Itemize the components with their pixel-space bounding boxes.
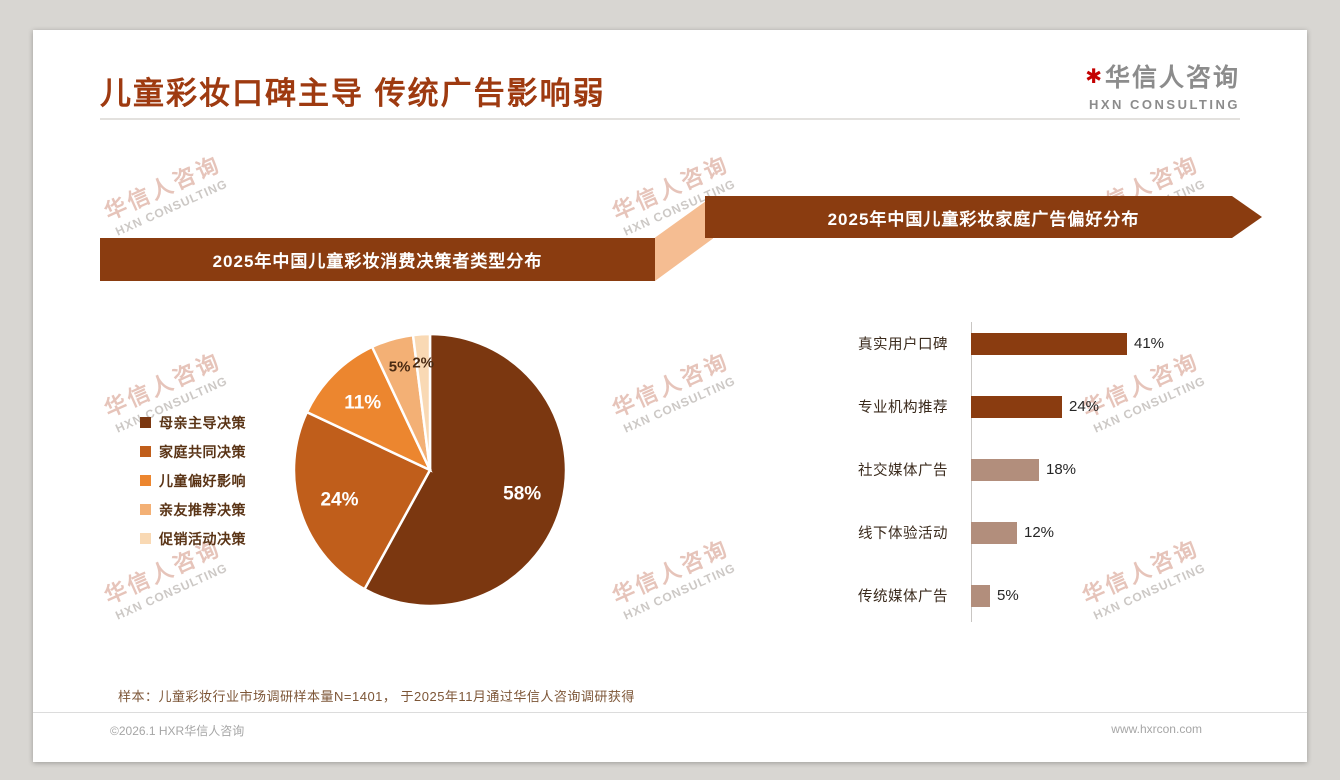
- bar-value-label: 12%: [1024, 524, 1055, 541]
- copyright-text: ©2026.1 HXR华信人咨询: [110, 724, 245, 738]
- pie-chart-banner-title: 2025年中国儿童彩妆消费决策者类型分布: [100, 238, 655, 281]
- legend-item: 儿童偏好影响: [140, 466, 246, 495]
- bar-category-label: 社交媒体广告: [858, 463, 948, 479]
- pie-percentage-label: 58%: [503, 484, 541, 505]
- legend-swatch: [140, 533, 151, 544]
- pie-legend: 母亲主导决策 家庭共同决策 儿童偏好影响 亲友推荐决策 促销活动决策: [140, 408, 246, 553]
- slide-card: 华信人咨询 HXN CONSULTING 华信人咨询 HXN CONSULTING 华信…: [33, 30, 1307, 762]
- bar-row: 传统媒体广告 5%: [858, 564, 1164, 627]
- banner-connector-ribbon: [655, 196, 713, 281]
- legend-item: 亲友推荐决策: [140, 495, 246, 524]
- legend-item: 促销活动决策: [140, 524, 246, 553]
- watermark-cn: 华信人咨询: [100, 151, 225, 225]
- legend-label: 亲友推荐决策: [159, 501, 246, 518]
- pie-slice: [292, 410, 432, 591]
- legend-swatch: [140, 417, 151, 428]
- pie-slice: [411, 332, 432, 471]
- bar-fill: [971, 458, 1039, 481]
- sample-footnote: 样本：儿童彩妆行业市场调研样本量N=1401， 于2025年11月通过华信人咨询…: [118, 689, 635, 704]
- pie-percentage-label: 5%: [389, 359, 411, 376]
- pie-slice: [305, 345, 433, 473]
- legend-label: 促销活动决策: [159, 530, 246, 547]
- bar-category-label: 真实用户口碑: [858, 337, 948, 353]
- legend-item: 母亲主导决策: [140, 408, 246, 437]
- bar-value-label: 24%: [1069, 398, 1100, 415]
- bar-fill: [971, 521, 1017, 544]
- watermark-en: HXN CONSULTING: [621, 560, 738, 623]
- pie-percentage-label: 11%: [344, 393, 381, 414]
- bar-row: 专业机构推荐 24%: [858, 375, 1164, 438]
- bar-category-label: 线下体验活动: [858, 526, 948, 542]
- bar-row: 线下体验活动 12%: [858, 501, 1164, 564]
- bar-fill: [971, 332, 1127, 355]
- title-divider: [100, 118, 1240, 120]
- bar-value-label: 18%: [1046, 461, 1077, 478]
- legend-swatch: [140, 446, 151, 457]
- legend-label: 儿童偏好影响: [159, 472, 246, 489]
- legend-label: 家庭共同决策: [159, 443, 246, 460]
- pie-percentage-label: 24%: [320, 489, 358, 510]
- bar-value-label: 5%: [997, 587, 1019, 604]
- website-link[interactable]: www.hxrcon.com: [1111, 722, 1202, 736]
- watermark-en: HXN CONSULTING: [621, 373, 738, 436]
- legend-swatch: [140, 504, 151, 515]
- pie-slice: [362, 332, 568, 608]
- page-title: 儿童彩妆口碑主导 传统广告影响弱: [100, 76, 606, 111]
- pie-chart-container: 58% 24% 11% 5% 2%: [270, 310, 590, 630]
- footer-divider: [33, 712, 1307, 713]
- bar-chart-banner-title: 2025年中国儿童彩妆家庭广告偏好分布: [705, 196, 1262, 238]
- bar-fill: [971, 584, 990, 607]
- pie-chart: 58% 24% 11% 5% 2%: [292, 332, 568, 608]
- bar-row: 真实用户口碑 41%: [858, 312, 1164, 375]
- bar-category-label: 专业机构推荐: [858, 400, 948, 416]
- logo-company-name-en: HXN CONSULTING: [1088, 97, 1240, 112]
- logo-star-icon: ✱: [1085, 65, 1102, 88]
- bar-fill: [971, 395, 1062, 418]
- bar-row: 社交媒体广告 18%: [858, 438, 1164, 501]
- logo-company-name-cn: 华信人咨询: [1104, 64, 1240, 92]
- legend-swatch: [140, 475, 151, 486]
- company-logo: ✱ 华信人咨询 HXN CONSULTING: [1085, 58, 1240, 112]
- bar-category-label: 传统媒体广告: [858, 589, 948, 605]
- bar-value-label: 41%: [1134, 335, 1165, 352]
- bar-chart: 真实用户口碑 41% 专业机构推荐 24% 社交媒体广告 18% 线下体验活动 12% 传统媒体…: [858, 312, 1164, 627]
- pie-percentage-label: 2%: [412, 354, 434, 371]
- legend-label: 母亲主导决策: [159, 414, 246, 431]
- legend-item: 家庭共同决策: [140, 437, 246, 466]
